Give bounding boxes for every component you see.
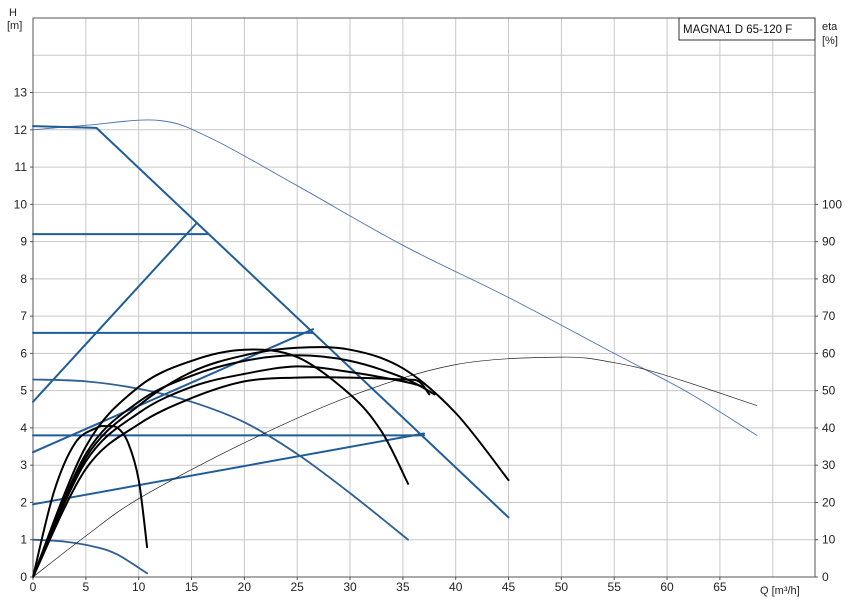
x-tick-label: 20 [238, 580, 252, 594]
x-tick-label: 35 [396, 580, 410, 594]
chart-title: MAGNA1 D 65-120 F [683, 24, 792, 36]
tick-labels: 0 5 10 15 20 25 30 35 40 45 50 55 60 6501234567891011… [14, 86, 843, 594]
y2-tick-label: 100 [822, 197, 842, 211]
y2-tick-label: 20 [822, 495, 836, 509]
x-tick-label: 25 [291, 580, 305, 594]
series-layer [32, 119, 758, 578]
y-tick-label: 10 [14, 197, 28, 211]
y-tick-label: 9 [20, 235, 27, 249]
x-tick-label: 5 [82, 580, 89, 594]
y-tick-label: 13 [14, 86, 28, 100]
twin-pump-max-curve [32, 119, 758, 436]
y-tick-label: 2 [20, 495, 27, 509]
min-curve-2 [32, 538, 148, 575]
y2-tick-label: 40 [822, 421, 836, 435]
y-tick-label: 11 [15, 160, 28, 174]
twin-pump-eta-curve [32, 356, 758, 578]
y2-tick-label: 70 [822, 309, 836, 323]
proportional-pressure-low [32, 432, 425, 506]
y-tick-label: 12 [14, 123, 28, 137]
y-tick-label: 3 [20, 458, 27, 472]
x-tick-label: 65 [713, 580, 727, 594]
x-axis-label: Q [m³/h] [760, 585, 800, 597]
y2-tick-label: 0 [822, 570, 829, 584]
x-tick-label: 15 [185, 580, 199, 594]
y-tick-label: 5 [20, 384, 27, 398]
y2-tick-label: 10 [822, 533, 836, 547]
x-tick-label: 30 [343, 580, 357, 594]
y2-tick-label: 90 [822, 235, 836, 249]
y-tick-label: 8 [20, 272, 27, 286]
efficiency-curve-4 [32, 354, 436, 578]
min-curve-1 [32, 378, 409, 541]
y-tick-label: 6 [20, 346, 27, 360]
proportional-pressure-high [32, 222, 198, 403]
chart-title-box: MAGNA1 D 65-120 F [678, 17, 816, 41]
x-tick-label: 50 [555, 580, 569, 594]
y2-tick-label: 60 [822, 346, 836, 360]
y2-tick-label: 30 [822, 458, 836, 472]
efficiency-curve-3 [32, 346, 510, 578]
x-tick-label: 60 [660, 580, 674, 594]
plot-frame [32, 17, 816, 578]
x-tick-label: 55 [608, 580, 622, 594]
grid [33, 18, 815, 577]
y-axis-label-line2: [m] [7, 20, 22, 32]
y-axis-label-line1: H [9, 7, 17, 19]
y-tick-label: 1 [20, 533, 27, 547]
y2-tick-label: 50 [822, 384, 836, 398]
efficiency-curve-2 [32, 348, 410, 578]
y2-axis-label-line1: eta [822, 21, 838, 33]
x-tick-label: 10 [132, 580, 146, 594]
y2-tick-label: 80 [822, 272, 836, 286]
y-tick-label: 4 [20, 421, 27, 435]
max-speed-curve [32, 125, 510, 519]
y2-axis-label-line2: [%] [822, 35, 838, 47]
efficiency-curve-6 [32, 376, 431, 578]
y-tick-label: 0 [20, 570, 27, 584]
y-tick-label: 7 [20, 309, 27, 323]
x-tick-label: 45 [502, 580, 516, 594]
x-tick-label: 0 [30, 580, 37, 594]
x-tick-label: 40 [449, 580, 463, 594]
